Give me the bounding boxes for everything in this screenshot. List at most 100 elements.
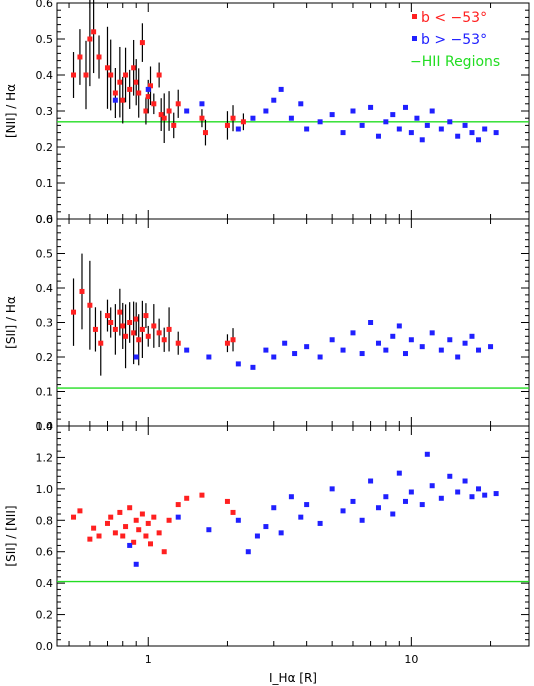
series-blue	[133, 320, 494, 370]
data-point	[375, 505, 381, 511]
data-point	[429, 108, 435, 114]
data-point	[447, 119, 453, 125]
x-tick-label: 1	[145, 653, 152, 666]
data-point	[462, 478, 468, 484]
data-point	[414, 115, 420, 121]
data-point	[91, 29, 97, 35]
data-point	[117, 509, 123, 515]
data-point	[199, 101, 205, 107]
y-tick-label: 0.6	[36, 546, 54, 559]
data-point	[145, 94, 151, 100]
data-point	[402, 104, 408, 110]
data-point	[199, 115, 205, 121]
data-point	[419, 137, 425, 143]
data-point	[166, 517, 172, 523]
data-point	[329, 337, 335, 343]
data-point	[98, 340, 104, 346]
data-point	[292, 351, 298, 357]
data-point	[127, 542, 133, 548]
data-point	[476, 137, 482, 143]
data-point	[304, 502, 310, 508]
y-tick-label: 0.5	[36, 248, 54, 261]
data-point	[133, 561, 139, 567]
data-point	[359, 122, 365, 128]
data-point	[161, 115, 167, 121]
series-red	[71, 492, 236, 555]
data-point	[104, 65, 110, 71]
data-point	[340, 130, 346, 136]
data-point	[383, 119, 389, 125]
data-point	[166, 108, 172, 114]
panel-1: 0.0 0.1 0.2 0.3 0.4 0.5 0.6 [NII] / Hα	[4, 0, 530, 226]
data-point	[375, 340, 381, 346]
data-point	[230, 115, 236, 121]
data-point	[139, 511, 145, 517]
y-tick-label: 0.6	[36, 0, 54, 10]
data-point	[298, 101, 304, 107]
data-point	[184, 108, 190, 114]
data-point	[206, 527, 212, 533]
y-tick-label: 0.3	[36, 317, 54, 330]
data-point	[145, 86, 151, 92]
legend-label-red: b < −53°	[421, 10, 487, 26]
data-point	[108, 320, 114, 325]
y-tick-label: 0.2	[36, 351, 54, 364]
y-tick-label: 0.4	[36, 282, 54, 295]
panels: 0.0 0.1 0.2 0.3 0.4 0.5 0.6 [NII] / Hα 0.0 0.1 0.2…	[4, 0, 530, 685]
data-point	[136, 90, 142, 96]
data-point	[482, 492, 488, 498]
data-point	[202, 130, 208, 136]
data-point	[476, 347, 482, 353]
data-point	[161, 549, 167, 555]
data-point	[143, 533, 149, 539]
legend-marker-red	[412, 14, 417, 19]
data-point	[77, 54, 83, 60]
data-point	[469, 130, 475, 136]
data-point	[108, 72, 114, 78]
data-point	[104, 520, 110, 526]
data-point	[278, 86, 284, 92]
data-point	[317, 354, 323, 360]
data-point	[390, 333, 396, 339]
legend: b < −53° b > −53° −HII Regions	[410, 10, 500, 70]
data-point	[117, 309, 123, 315]
data-point	[83, 72, 89, 78]
data-point	[71, 514, 77, 520]
data-point	[447, 337, 453, 343]
data-point	[143, 313, 149, 319]
data-point	[133, 316, 139, 322]
data-point	[184, 495, 190, 501]
panel-3: 0.0 0.2 0.4 0.6 0.8 1.0 1.2 1.4 1 10 [SII] / [NII]…	[4, 420, 530, 685]
data-point	[175, 502, 181, 508]
data-point	[368, 478, 374, 484]
data-point	[288, 494, 294, 500]
data-point	[263, 108, 269, 114]
data-point	[402, 498, 408, 504]
data-point	[250, 115, 256, 121]
data-point	[139, 326, 145, 332]
data-point	[271, 505, 277, 511]
y-axis-label: [SII] / Hα	[4, 296, 18, 349]
data-point	[350, 498, 356, 504]
x-axis-label: I_Hα [R]	[269, 671, 317, 685]
data-point	[133, 79, 139, 85]
data-point	[235, 517, 241, 523]
data-point	[112, 90, 118, 96]
data-point	[408, 130, 414, 136]
data-point	[390, 511, 396, 517]
data-point	[476, 486, 482, 492]
data-point	[288, 115, 294, 121]
data-point	[462, 122, 468, 128]
data-point	[469, 494, 475, 500]
data-point	[133, 354, 139, 360]
data-point	[390, 112, 396, 118]
data-point	[161, 337, 167, 343]
data-point	[245, 549, 251, 555]
data-point	[488, 344, 494, 350]
data-point	[139, 40, 145, 46]
data-point	[131, 65, 137, 71]
y-tick-label: 0.2	[36, 141, 54, 154]
data-point	[127, 505, 133, 511]
data-point	[282, 340, 288, 346]
